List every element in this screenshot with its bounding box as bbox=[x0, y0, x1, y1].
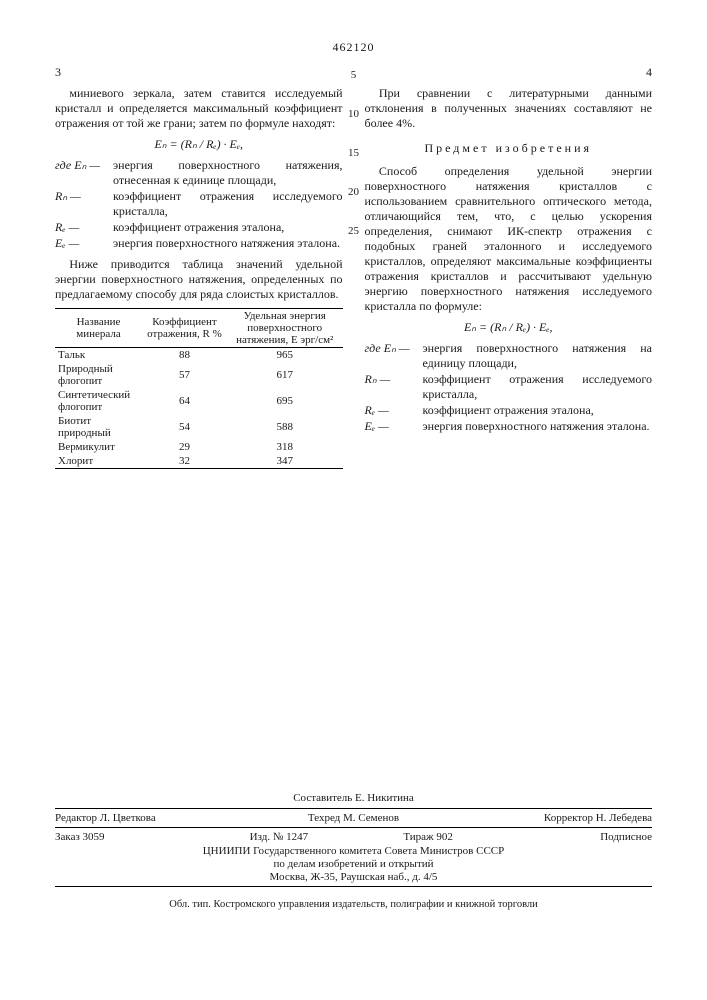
edition-number: Изд. № 1247 bbox=[204, 831, 353, 843]
left-column: 3 миниевого зеркала, затем ставится иссл… bbox=[55, 65, 343, 475]
right-definitions: где Eₙ —энергия поверхностного натяжения… bbox=[365, 341, 653, 434]
right-column: 4 При сравнении с литературными данными … bbox=[365, 65, 653, 475]
right-formula: Eₙ = (Rₙ / Rₑ) · Eₑ, bbox=[365, 320, 653, 335]
composer: Составитель Е. Никитина bbox=[55, 792, 652, 804]
org-line-2: по делам изобретений и открытий bbox=[55, 858, 652, 870]
table-header: Удельная энергия поверхностного натяжени… bbox=[227, 309, 343, 348]
line-markers: 5 10 15 20 25 bbox=[347, 70, 361, 265]
table-row: Биотит природный54588 bbox=[55, 414, 343, 440]
claim-text: Способ определения удельной энергии пове… bbox=[365, 164, 653, 314]
order-number: Заказ 3059 bbox=[55, 831, 204, 843]
table-row: Тальк88965 bbox=[55, 348, 343, 363]
corrector: Корректор Н. Лебедева bbox=[453, 812, 652, 824]
table-row: Природный флогопит57617 bbox=[55, 362, 343, 388]
org-line-1: ЦНИИПИ Государственного комитета Совета … bbox=[55, 845, 652, 857]
print-run: Тираж 902 bbox=[354, 831, 503, 843]
left-para-table-intro: Ниже приводится таблица значений удельно… bbox=[55, 257, 343, 302]
address: Москва, Ж-35, Раушская наб., д. 4/5 bbox=[55, 871, 652, 883]
editor: Редактор Л. Цветкова bbox=[55, 812, 254, 824]
table-header: Название минерала bbox=[55, 309, 142, 348]
table-row: Синтетический флогопит64695 bbox=[55, 388, 343, 414]
right-col-number: 4 bbox=[646, 65, 652, 80]
table-header: Коэффициент отражения, R % bbox=[142, 309, 227, 348]
left-col-number: 3 bbox=[55, 65, 61, 80]
left-formula: Eₙ = (Rₙ / Rₑ) · Eₑ, bbox=[55, 137, 343, 152]
right-para-comparison: При сравнении с литературными данными от… bbox=[365, 86, 653, 131]
printer-line: Обл. тип. Костромского управления издате… bbox=[55, 899, 652, 910]
table-row: Вермикулит29318 bbox=[55, 440, 343, 454]
subscription: Подписное bbox=[503, 831, 652, 843]
left-definitions: где Eₙ —энергия поверхностного натяжения… bbox=[55, 158, 343, 251]
imprint-block: Составитель Е. Никитина Редактор Л. Цвет… bbox=[55, 792, 652, 890]
doc-number: 462120 bbox=[55, 40, 652, 55]
minerals-table: Название минерала Коэффициент отражения,… bbox=[55, 308, 343, 469]
tech-editor: Техред М. Семенов bbox=[254, 812, 453, 824]
table-row: Хлорит32347 bbox=[55, 454, 343, 469]
claim-heading: Предмет изобретения bbox=[365, 141, 653, 156]
left-para-intro: миниевого зеркала, затем ставится исслед… bbox=[55, 86, 343, 131]
